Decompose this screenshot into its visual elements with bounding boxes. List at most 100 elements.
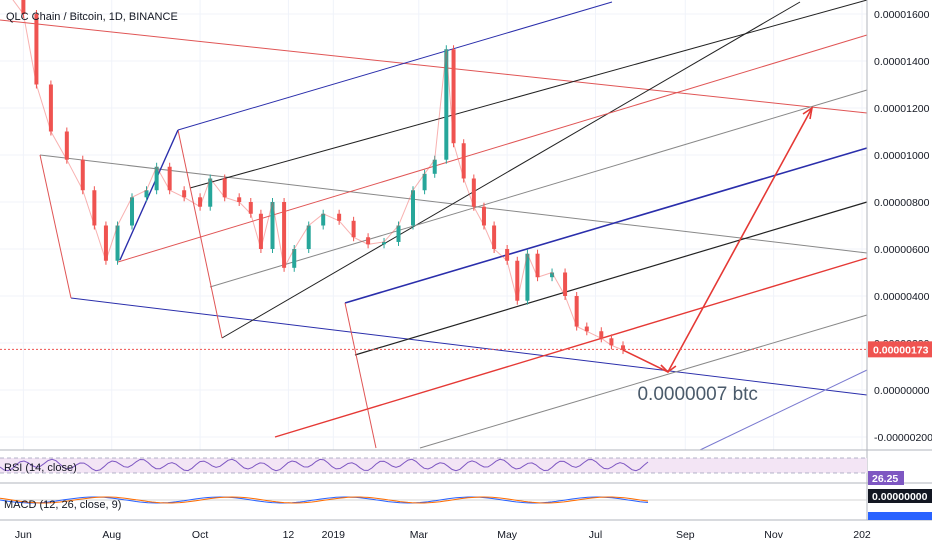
trend-line [70,297,868,396]
rsi-value: 26.25 [872,473,898,485]
trend-line [177,129,223,339]
candle [481,206,486,226]
candle [563,272,568,296]
trend-line [419,314,868,449]
chart-title[interactable]: QLC Chain / Bitcoin, 1D, BINANCE [6,11,178,23]
candle [366,237,371,245]
candle [505,249,510,261]
time-axis: Jun Aug Oct 12 2019 Mar May Jul Sep Nov 202 [15,529,871,541]
candle [198,197,203,207]
price-tick-label: 0.00001000 [874,150,930,162]
time-tick-label: Nov [764,529,783,541]
trend-line [0,19,868,114]
candle [432,159,437,174]
candle [306,225,311,249]
price-tick-label: 0.00001600 [874,9,930,21]
rsi-line [0,458,649,472]
candle [584,326,589,332]
candle [471,178,476,207]
candle [21,0,26,14]
candle [292,249,297,268]
candle [451,49,456,144]
rsi-label[interactable]: RSI (14, close) [4,462,77,474]
trend-line [354,201,868,356]
candle [222,178,227,198]
price-tick-label: 0.00000600 [874,244,930,256]
price-tick-label: 0.00000800 [874,197,930,209]
candle [48,84,53,132]
time-tick-label: Mar [410,529,429,541]
trend-line [344,302,377,449]
candle [461,143,466,179]
candle [550,272,555,278]
macd-value-tag [868,489,932,503]
candle [382,241,387,245]
trend-line [274,257,868,438]
candle [144,190,149,198]
trend-line [117,34,868,263]
trend-line [189,0,868,189]
price-tick-label: 0.00001200 [874,103,930,115]
candle [337,213,342,221]
candle [492,225,497,249]
macd-panel: MACD (12, 26, close, 9) 0.00000000 [0,489,932,520]
candle [396,225,401,242]
last-price-label: 0.00000173 [873,344,929,356]
rsi-band [0,458,867,473]
projection-arrow [622,107,813,374]
candle [248,202,253,214]
candle [64,131,69,160]
candle [208,178,213,207]
rsi-panel: RSI (14, close) 26.25 [0,457,904,485]
time-tick-label: Jun [15,529,32,541]
candle [444,49,449,160]
macd-label[interactable]: MACD (12, 26, close, 9) [4,499,121,511]
trend-line [177,1,613,131]
candle [609,338,614,346]
candle [115,225,120,261]
time-tick-label: Sep [676,529,695,541]
candle [574,296,579,327]
arrow-head-up [802,106,814,120]
candle [321,213,326,226]
trend-line [221,1,801,339]
macd-value-tag-secondary [868,512,932,520]
candle [130,197,135,226]
candle [410,190,415,226]
trend-line [209,89,868,288]
candle [525,253,530,301]
trend-line [39,154,72,299]
time-tick-label: 12 [283,529,295,541]
trend-line [699,369,868,451]
candle [599,331,604,339]
price-axis: 0.00001600 0.00001400 0.00001200 0.00001000… [874,9,932,444]
trend-line [344,147,868,304]
candle [237,197,242,202]
time-tick-label: 202 [853,529,871,541]
rsi-value-tag [868,471,904,485]
candle [621,345,626,351]
overlay [622,106,814,374]
candle [154,166,159,191]
candle [258,213,263,249]
time-tick-label: Oct [192,529,208,541]
candle [92,190,97,226]
price-tick-label: 0.00001400 [874,56,930,68]
price-tick-label: 0.00000000 [874,385,930,397]
macd-signal-line [0,496,649,504]
candle [103,225,108,261]
candle [535,253,540,278]
pitchfork-drawings [0,0,868,451]
candle [167,166,172,191]
last-price-tag [868,341,932,358]
candle [422,173,427,191]
candle [351,220,356,238]
price-tick-label: 0.00000400 [874,291,930,303]
candle [80,159,85,191]
candle [515,260,520,301]
candle [282,202,287,268]
candle [182,190,187,198]
price-tick-label: -0.00000200 [874,432,932,444]
